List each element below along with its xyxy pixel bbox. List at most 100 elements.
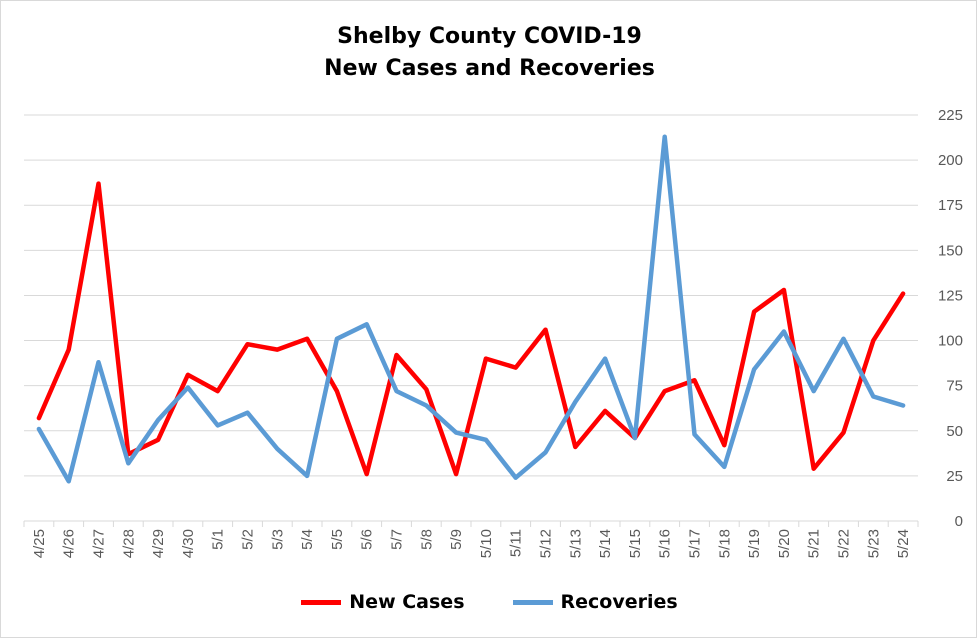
- data-point-new-cases: [694, 379, 695, 381]
- data-point-new-cases: [723, 444, 725, 446]
- legend-label-recoveries: Recoveries: [560, 591, 678, 613]
- x-axis-ticks: 4/25 4/26 4/27 4/28 4/29 4/30 5/1 5/2 5/3 5/4 5/5 5…: [23, 521, 919, 558]
- x-tick-label: 5/23: [865, 529, 882, 558]
- data-point-new-cases: [664, 390, 666, 392]
- data-point-recoveries: [187, 386, 189, 388]
- data-point-recoveries: [813, 390, 815, 392]
- x-tick-label: 5/3: [269, 529, 286, 550]
- x-tick-label: 5/21: [806, 529, 823, 558]
- x-tick-label: 5/20: [776, 529, 793, 558]
- legend-item-new-cases: New Cases: [301, 591, 465, 613]
- data-point-new-cases: [753, 311, 755, 313]
- x-tick-label: 5/9: [448, 529, 465, 550]
- series-line-new-cases: [36, 181, 906, 477]
- x-tick-label: 5/14: [597, 529, 614, 558]
- x-tick-label: 5/11: [508, 529, 525, 557]
- data-point-recoveries: [545, 451, 546, 453]
- data-point-recoveries: [68, 480, 70, 482]
- y-tick-label: 100: [938, 333, 963, 350]
- legend-swatch-new-cases: [301, 599, 342, 605]
- data-point-new-cases: [157, 439, 159, 441]
- data-point-recoveries: [336, 338, 338, 340]
- data-point-new-cases: [127, 453, 129, 455]
- y-tick-label: 150: [938, 242, 963, 259]
- y-tick-label: 75: [946, 378, 963, 395]
- x-tick-label: 5/2: [240, 529, 257, 550]
- data-point-new-cases: [336, 390, 338, 392]
- chart-title-block: Shelby County COVID-19 New Cases and Rec…: [1, 21, 977, 85]
- data-point-recoveries: [723, 466, 725, 468]
- chart-subtitle: New Cases and Recoveries: [324, 56, 655, 81]
- data-point-new-cases: [396, 354, 397, 356]
- legend-swatch-recoveries: [512, 599, 553, 605]
- data-point-recoveries: [485, 439, 487, 441]
- y-axis-ticks: 0 25 50 75 100 125 150 175 200 225: [938, 107, 963, 530]
- data-point-new-cases: [813, 468, 815, 470]
- data-point-new-cases: [68, 349, 70, 351]
- legend-item-recoveries: Recoveries: [512, 591, 678, 613]
- data-point-recoveries: [843, 338, 844, 340]
- y-tick-label: 225: [938, 107, 963, 124]
- data-point-new-cases: [366, 473, 368, 475]
- data-point-recoveries: [396, 390, 397, 392]
- x-tick-label: 5/22: [836, 529, 853, 558]
- data-point-recoveries: [157, 419, 159, 421]
- data-point-recoveries: [306, 475, 308, 477]
- x-tick-label: 4/30: [180, 529, 197, 558]
- y-tick-label: 50: [946, 423, 963, 440]
- data-point-new-cases: [425, 388, 427, 390]
- data-point-recoveries: [574, 401, 576, 403]
- x-tick-label: 5/12: [538, 529, 555, 558]
- x-tick-label: 5/16: [657, 529, 674, 558]
- data-point-new-cases: [455, 473, 457, 475]
- x-tick-label: 5/15: [627, 529, 644, 558]
- data-point-recoveries: [366, 323, 368, 325]
- y-tick-label: 200: [938, 152, 963, 169]
- x-tick-label: 5/18: [716, 529, 733, 558]
- data-point-recoveries: [872, 395, 874, 397]
- x-tick-label: 5/1: [210, 529, 227, 550]
- y-tick-label: 175: [938, 197, 963, 214]
- data-point-recoveries: [276, 448, 278, 450]
- data-point-new-cases: [247, 343, 248, 345]
- x-tick-label: 5/7: [389, 529, 406, 550]
- data-point-new-cases: [187, 374, 189, 376]
- data-point-recoveries: [902, 405, 904, 407]
- data-point-new-cases: [515, 367, 517, 369]
- legend: New Cases Recoveries: [1, 591, 977, 613]
- x-tick-label: 5/8: [418, 529, 435, 550]
- data-point-new-cases: [872, 340, 874, 342]
- data-point-recoveries: [515, 477, 517, 479]
- series-lines: [36, 134, 906, 484]
- data-point-new-cases: [276, 349, 278, 351]
- data-point-new-cases: [843, 432, 844, 434]
- data-point-recoveries: [753, 368, 755, 370]
- y-tick-label: 0: [955, 513, 963, 530]
- data-point-new-cases: [574, 446, 576, 448]
- data-point-new-cases: [38, 417, 40, 419]
- data-point-recoveries: [127, 462, 129, 464]
- data-point-recoveries: [783, 331, 785, 333]
- data-point-recoveries: [98, 361, 99, 363]
- x-tick-label: 5/10: [478, 529, 495, 558]
- x-tick-label: 5/17: [687, 529, 704, 558]
- data-point-new-cases: [902, 293, 904, 295]
- data-point-new-cases: [545, 329, 546, 331]
- data-point-new-cases: [783, 289, 785, 291]
- data-point-recoveries: [604, 358, 606, 360]
- data-point-recoveries: [217, 424, 219, 426]
- x-tick-label: 5/6: [359, 529, 376, 550]
- series-line-recoveries: [36, 134, 906, 484]
- data-point-recoveries: [38, 428, 40, 430]
- x-tick-label: 5/19: [746, 529, 763, 558]
- x-tick-label: 5/5: [329, 529, 346, 550]
- data-point-new-cases: [485, 358, 487, 360]
- data-point-recoveries: [247, 412, 248, 414]
- x-tick-label: 5/13: [567, 529, 584, 558]
- data-point-recoveries: [634, 437, 636, 439]
- x-tick-label: 4/27: [91, 529, 108, 558]
- data-point-recoveries: [425, 405, 427, 407]
- x-tick-label: 4/29: [150, 529, 167, 558]
- y-tick-label: 125: [938, 287, 963, 304]
